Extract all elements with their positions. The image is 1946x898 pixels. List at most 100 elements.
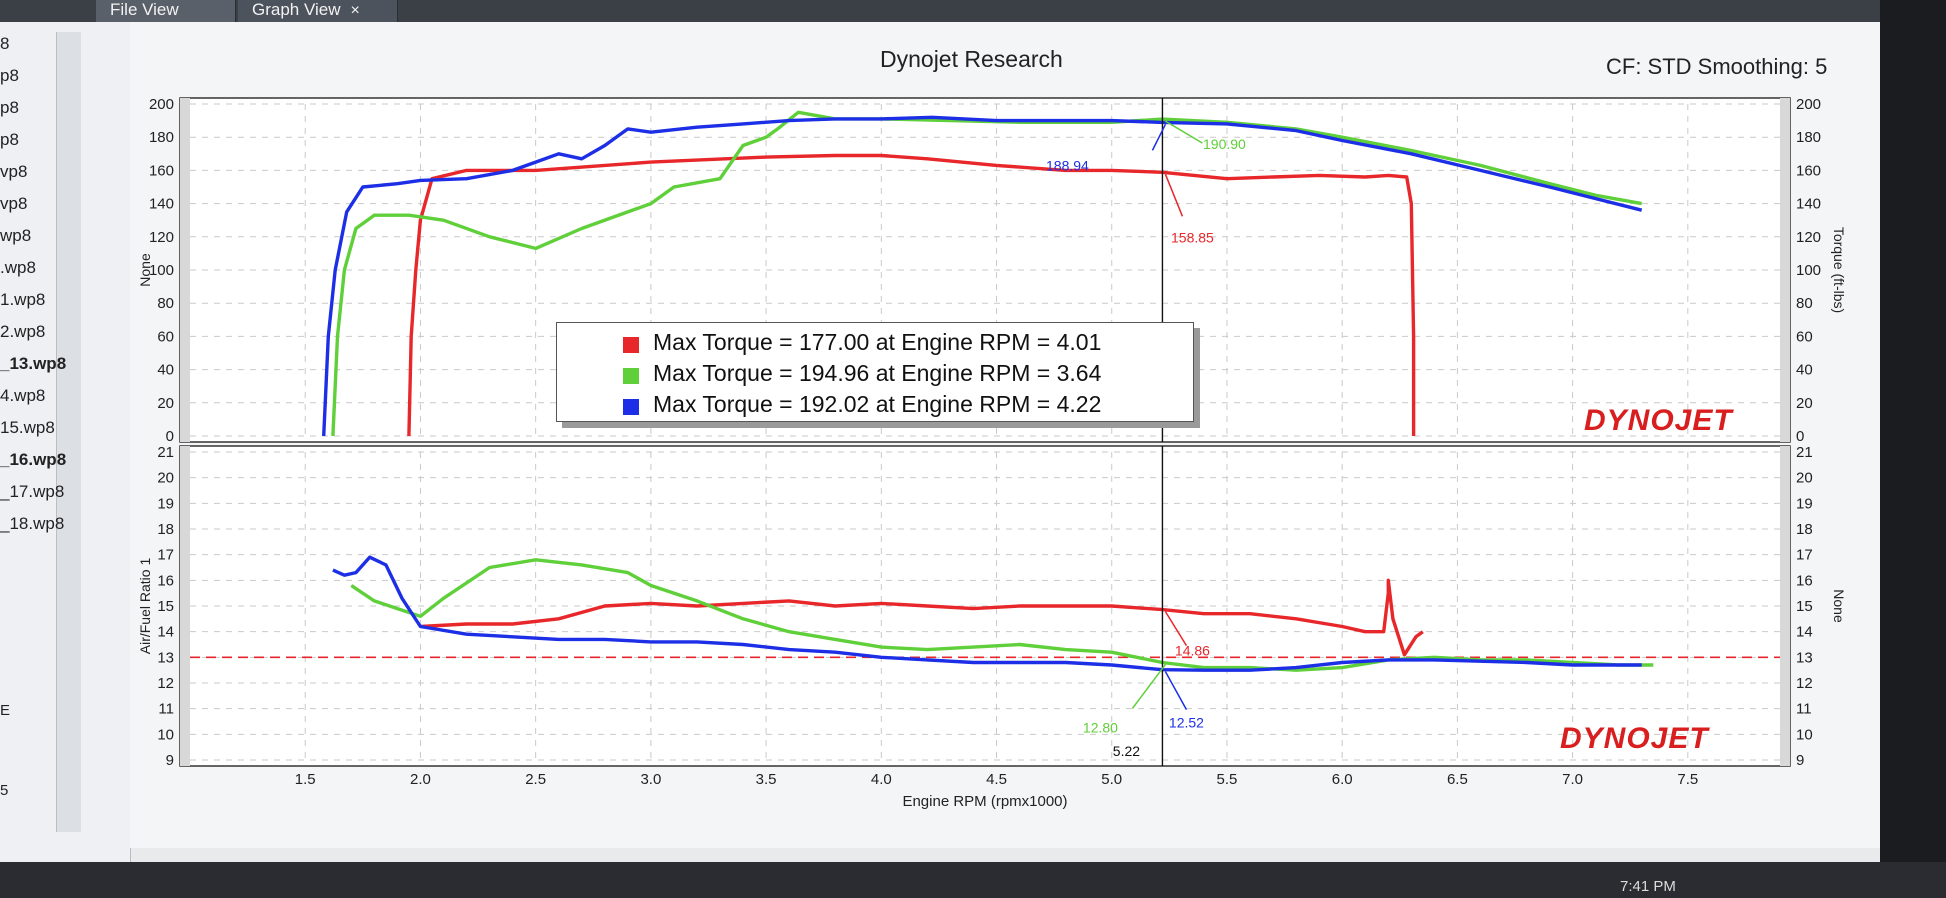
y-tick-label-left: 100 bbox=[149, 262, 174, 279]
x-tick-label: 4.5 bbox=[986, 771, 1007, 788]
x-tick-label: 2.0 bbox=[410, 771, 431, 788]
y-tick-label-left: 16 bbox=[157, 572, 174, 589]
file-list-item[interactable]: 15.wp8 bbox=[0, 418, 55, 437]
cursor-label: 5.22 bbox=[1113, 743, 1140, 759]
series-line bbox=[420, 578, 1424, 657]
y-axis-label-right: None bbox=[1831, 589, 1847, 623]
annotation-label: 12.52 bbox=[1169, 715, 1204, 731]
series-line bbox=[350, 558, 1654, 672]
right-axis-strip bbox=[1780, 446, 1790, 766]
close-icon[interactable]: × bbox=[350, 2, 360, 19]
y-tick-label-right: 160 bbox=[1796, 162, 1821, 179]
file-list-item[interactable]: p8 bbox=[0, 98, 19, 117]
y-tick-label-right: 11 bbox=[1796, 701, 1812, 718]
annotation-arrow bbox=[1164, 174, 1184, 217]
y-tick-label-right: 80 bbox=[1796, 295, 1813, 312]
tab-bar: File View Graph View × bbox=[0, 0, 1880, 22]
file-list-item[interactable]: 2.wp8 bbox=[0, 322, 46, 341]
y-tick-label-right: 12 bbox=[1796, 675, 1813, 692]
annotation-label: 190.90 bbox=[1203, 136, 1246, 152]
right-axis-strip bbox=[1780, 98, 1790, 442]
file-list-item[interactable]: vp8 bbox=[0, 162, 28, 181]
y-tick-label-right: 9 bbox=[1796, 752, 1804, 769]
file-list-item[interactable]: .wp8 bbox=[0, 258, 36, 277]
series-line bbox=[331, 110, 1643, 437]
chart-title: Dynojet Research bbox=[880, 46, 1063, 72]
legend-entry: Max Torque = 192.02 at Engine RPM = 4.22 bbox=[653, 391, 1102, 417]
file-list-item[interactable]: 8 bbox=[0, 34, 10, 53]
tab-graph-view-label: Graph View bbox=[252, 0, 341, 19]
x-tick-label: 7.0 bbox=[1562, 771, 1583, 788]
left-axis-strip bbox=[180, 446, 190, 766]
file-list-item[interactable]: 1.wp8 bbox=[0, 290, 46, 309]
x-tick-label: 5.0 bbox=[1101, 771, 1122, 788]
legend[interactable]: Max Torque = 177.00 at Engine RPM = 4.01… bbox=[556, 322, 1194, 422]
annotation-arrow bbox=[1151, 124, 1167, 151]
y-tick-label-left: 13 bbox=[157, 649, 174, 666]
y-tick-label-right: 0 bbox=[1796, 428, 1804, 445]
x-tick-label: 3.5 bbox=[756, 771, 777, 788]
x-tick-label: 4.0 bbox=[871, 771, 892, 788]
file-list-item[interactable]: p8 bbox=[0, 66, 19, 85]
left-axis-strip bbox=[180, 98, 190, 442]
y-tick-label-right: 120 bbox=[1796, 229, 1821, 246]
y-tick-label-left: 20 bbox=[157, 395, 174, 412]
screen: File View Graph View × 8 p8 p8 p8 vp8 vp8 wp8 .w… bbox=[0, 0, 1880, 882]
file-list-item[interactable]: _16.wp8 bbox=[0, 450, 67, 469]
y-tick-label-right: 100 bbox=[1796, 262, 1821, 279]
y-tick-label-left: 11 bbox=[158, 701, 174, 718]
y-tick-label-right: 17 bbox=[1796, 547, 1813, 564]
file-list-item[interactable]: _17.wp8 bbox=[0, 482, 65, 501]
y-tick-label-right: 10 bbox=[1796, 726, 1813, 743]
y-tick-label-left: 14 bbox=[157, 624, 174, 641]
file-list-item[interactable]: vp8 bbox=[0, 194, 28, 213]
taskbar-clock: 7:41 PM bbox=[1620, 878, 1676, 895]
y-tick-label-left: 200 bbox=[149, 96, 174, 113]
left-fragment-text: 5 bbox=[0, 782, 9, 799]
tab-file-view[interactable]: File View bbox=[96, 0, 236, 22]
y-axis-label-right: Torque (ft-lbs) bbox=[1831, 227, 1847, 313]
file-list-item[interactable]: p8 bbox=[0, 130, 19, 149]
y-tick-label-right: 20 bbox=[1796, 470, 1813, 487]
taskbar bbox=[0, 862, 1946, 898]
file-list-item[interactable]: _18.wp8 bbox=[0, 514, 65, 533]
legend-swatch bbox=[623, 399, 639, 415]
y-tick-label-right: 19 bbox=[1796, 495, 1813, 512]
y-tick-label-left: 180 bbox=[149, 129, 174, 146]
y-axis-label-left: Air/Fuel Ratio 1 bbox=[137, 558, 153, 655]
annotation-label: 14.86 bbox=[1175, 643, 1210, 659]
file-list-item[interactable]: _13.wp8 bbox=[0, 354, 67, 373]
y-tick-label-left: 17 bbox=[157, 547, 174, 564]
y-tick-label-left: 19 bbox=[157, 495, 174, 512]
y-tick-label-right: 16 bbox=[1796, 572, 1813, 589]
annotation-arrow bbox=[1164, 671, 1188, 711]
y-tick-label-right: 40 bbox=[1796, 362, 1813, 379]
x-axis-label: Engine RPM (rpmx1000) bbox=[902, 793, 1067, 810]
y-tick-label-right: 180 bbox=[1796, 129, 1821, 146]
y-tick-label-right: 21 bbox=[1796, 444, 1813, 461]
series-line bbox=[332, 555, 1642, 672]
y-tick-label-left: 160 bbox=[149, 162, 174, 179]
y-tick-label-left: 80 bbox=[157, 295, 174, 312]
x-tick-label: 6.0 bbox=[1332, 771, 1353, 788]
tab-graph-view[interactable]: Graph View × bbox=[238, 0, 398, 22]
y-tick-label-left: 60 bbox=[157, 328, 174, 345]
series-line bbox=[322, 115, 1643, 437]
file-list-item[interactable]: wp8 bbox=[0, 226, 32, 245]
y-tick-label-right: 13 bbox=[1796, 649, 1813, 666]
y-tick-label-left: 9 bbox=[166, 752, 174, 769]
y-tick-label-left: 140 bbox=[149, 196, 174, 213]
x-tick-label: 3.0 bbox=[640, 771, 661, 788]
y-tick-label-left: 120 bbox=[149, 229, 174, 246]
y-tick-label-right: 60 bbox=[1796, 328, 1813, 345]
y-tick-label-left: 21 bbox=[157, 444, 174, 461]
y-tick-label-right: 18 bbox=[1796, 521, 1813, 538]
y-tick-label-right: 15 bbox=[1796, 598, 1813, 615]
annotation-label: 12.80 bbox=[1083, 719, 1118, 735]
file-list-scrollbar[interactable] bbox=[56, 32, 81, 832]
x-tick-label: 6.5 bbox=[1447, 771, 1468, 788]
y-tick-label-right: 140 bbox=[1796, 196, 1821, 213]
file-list-item[interactable]: 4.wp8 bbox=[0, 386, 46, 405]
y-tick-label-left: 10 bbox=[157, 726, 174, 743]
dyno-chart: 0 20 40 60 80 100 120 140 160 180 200 0 20 40 60 80 100 1… bbox=[137, 96, 1847, 810]
